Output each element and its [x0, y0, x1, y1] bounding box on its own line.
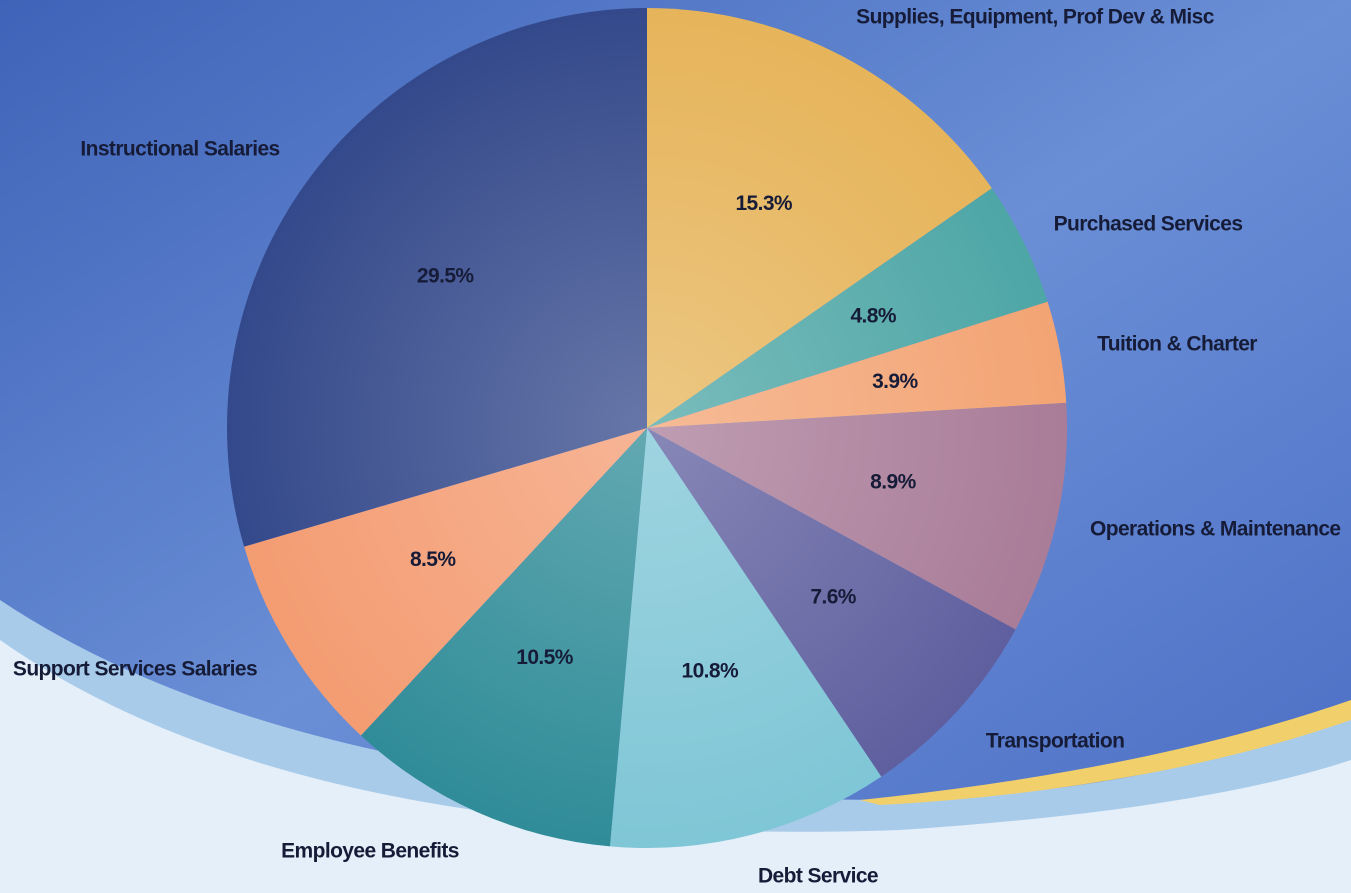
slice-label: Supplies, Equipment, Prof Dev & Misc — [856, 6, 1215, 29]
slice-label: Instructional Salaries — [80, 138, 279, 161]
slice-label: Employee Benefits — [281, 840, 459, 863]
value-label: 4.8% — [850, 304, 896, 327]
value-label: 10.5% — [516, 646, 573, 669]
value-label: 10.8% — [682, 660, 739, 683]
slice-label: Debt Service — [758, 865, 878, 888]
value-label: 29.5% — [417, 265, 474, 288]
value-label: 8.5% — [410, 548, 456, 571]
slice-label: Transportation — [986, 730, 1125, 753]
slice-label: Support Services Salaries — [13, 658, 257, 681]
value-label: 7.6% — [810, 585, 856, 608]
pie — [226, 8, 1067, 849]
value-label: 3.9% — [872, 370, 918, 393]
slice-label: Purchased Services — [1054, 213, 1243, 236]
slice-label: Operations & Maintenance — [1090, 518, 1341, 541]
value-label: 8.9% — [870, 471, 916, 494]
value-label: 15.3% — [735, 192, 792, 215]
slice-label: Tuition & Charter — [1097, 333, 1257, 356]
